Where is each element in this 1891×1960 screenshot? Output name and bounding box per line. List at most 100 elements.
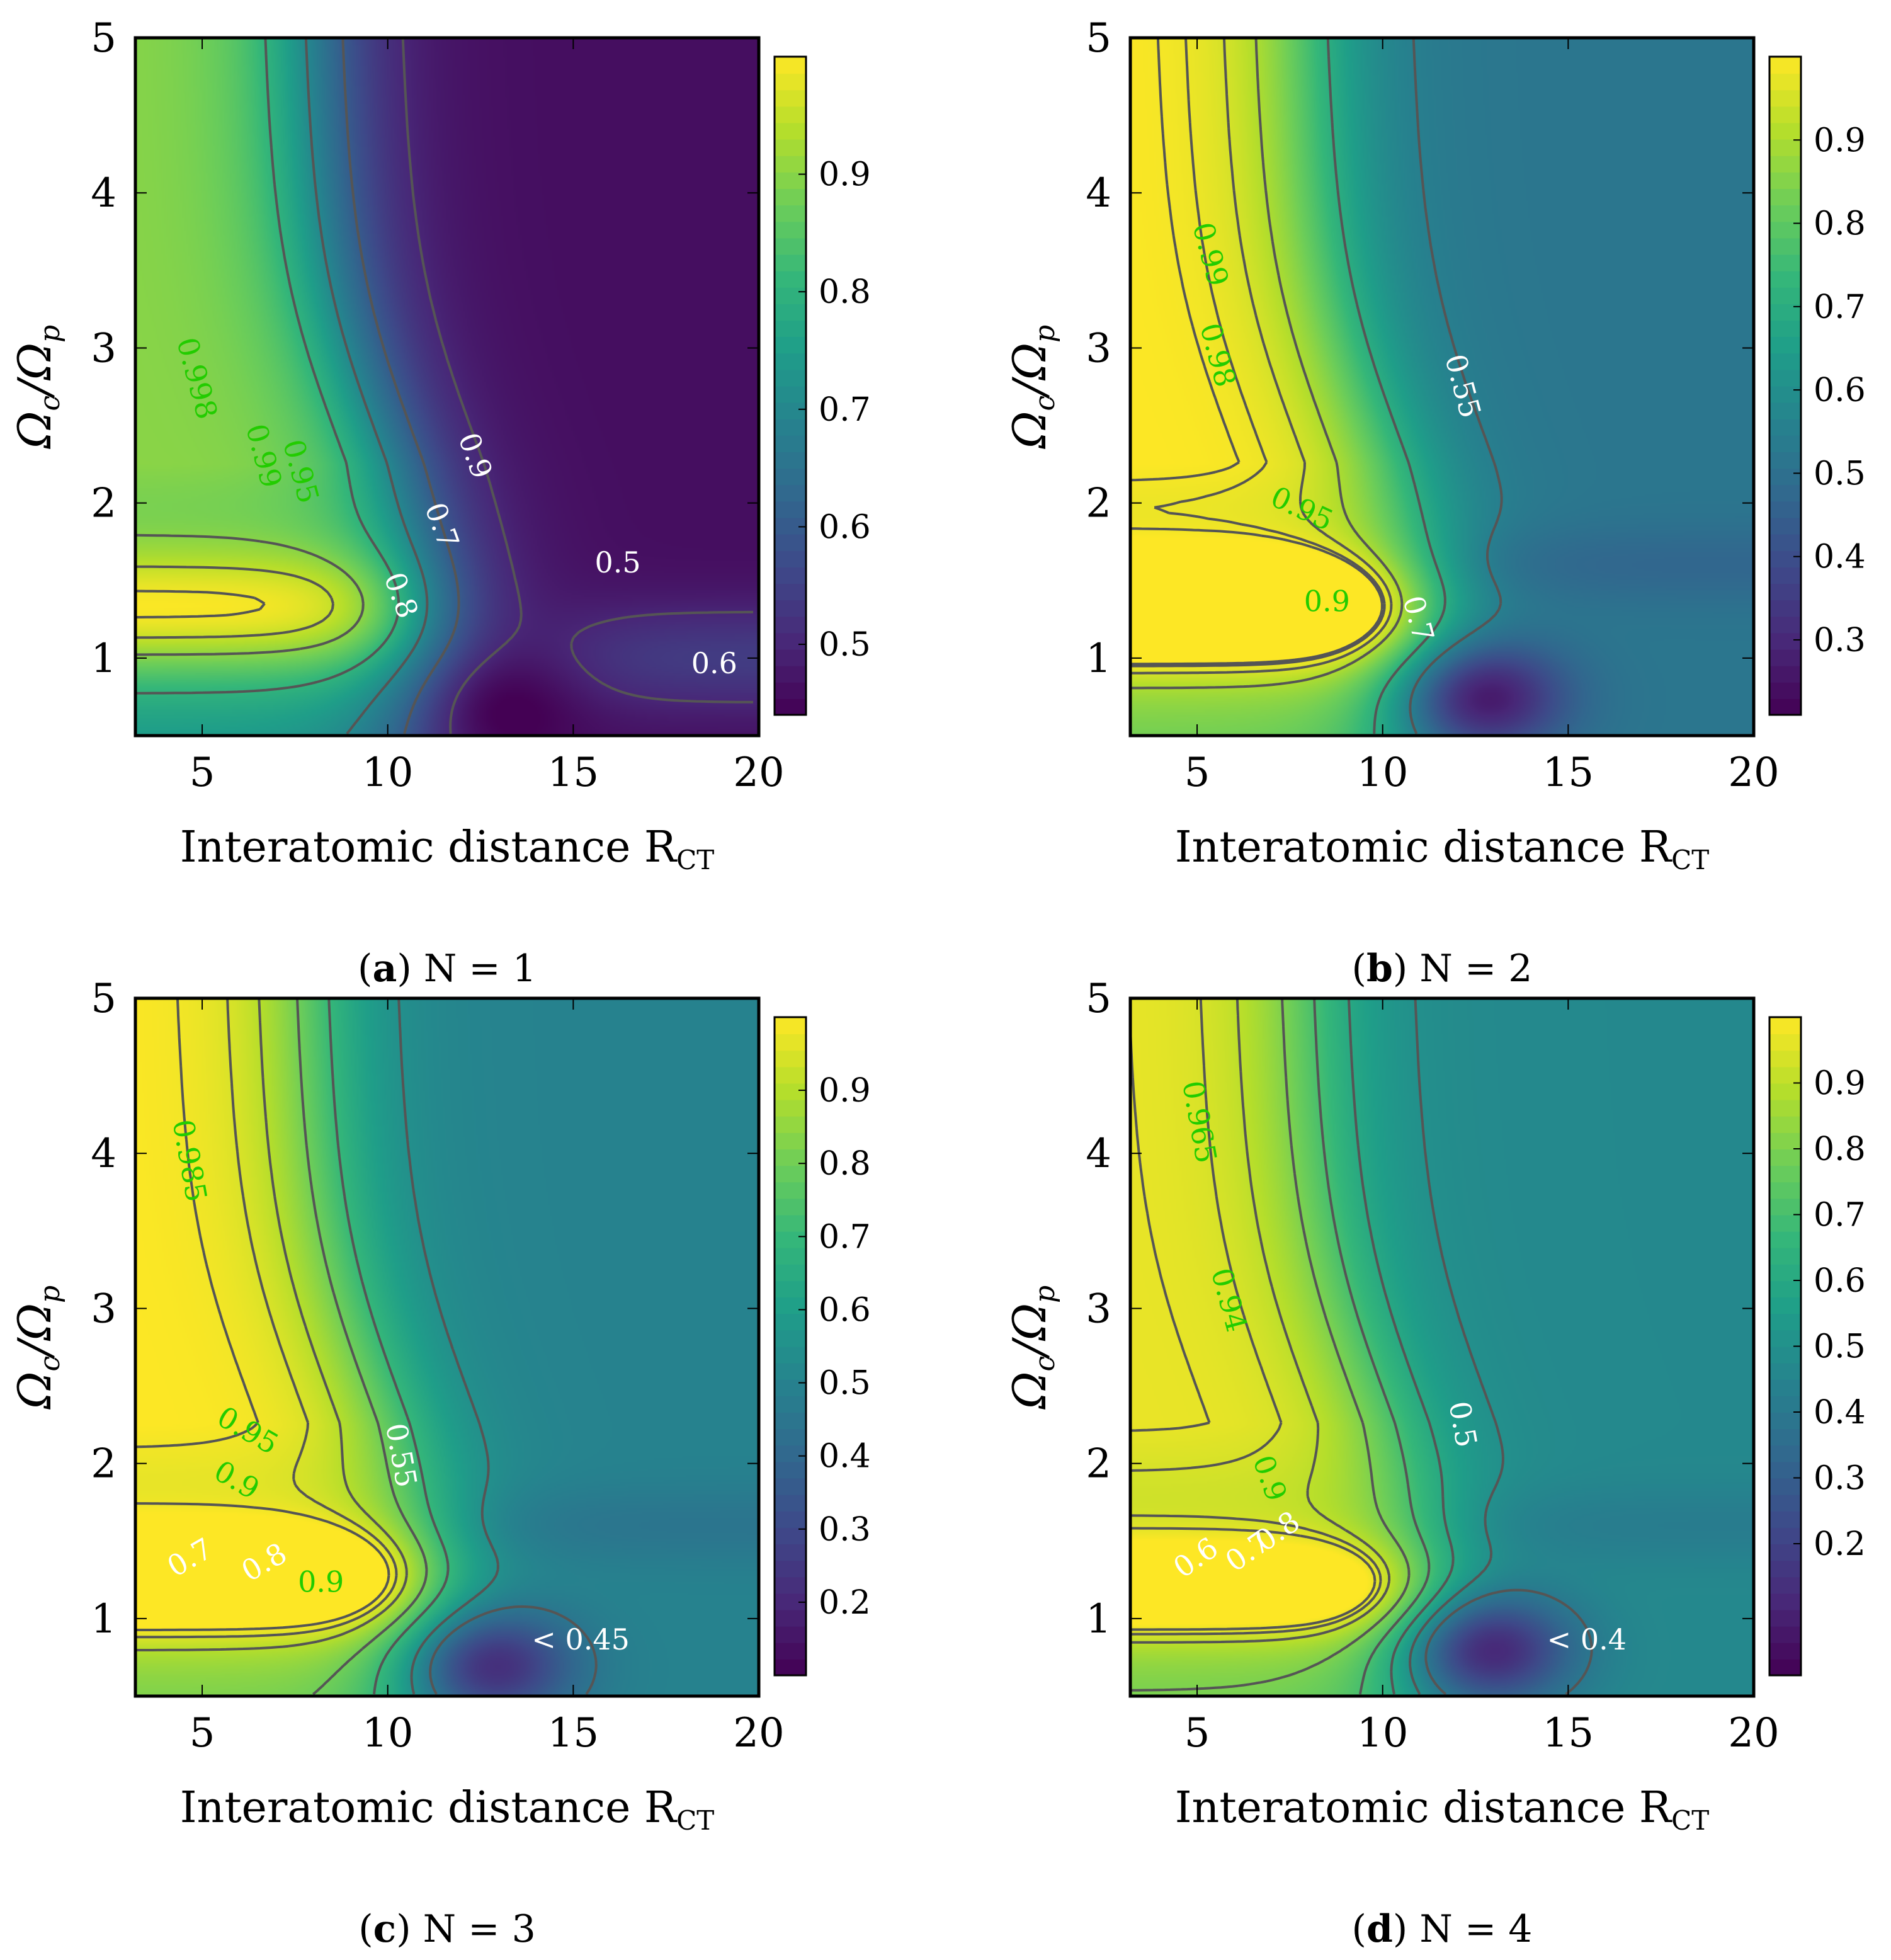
y-tick-label: 2 <box>1086 481 1111 527</box>
colorbar-segment <box>775 155 806 173</box>
colorbar-segment <box>1769 583 1801 601</box>
plot-frame <box>133 36 761 738</box>
x-tick-label: 15 <box>1543 749 1594 796</box>
colorbar-segment <box>1769 73 1801 91</box>
colorbar-frame <box>773 55 807 716</box>
y-tick-label: 5 <box>91 976 116 1022</box>
colorbar-segment <box>1769 649 1801 666</box>
colorbar-segment <box>775 1017 806 1035</box>
colorbar-tick-label: 0.9 <box>1814 122 1866 159</box>
colorbar-segment <box>775 1494 806 1512</box>
colorbar-segment <box>775 287 806 304</box>
heatmap-image <box>1130 998 1754 1696</box>
colorbar-segment <box>1769 1099 1801 1117</box>
colorbar-segment <box>775 1362 806 1380</box>
contour-line-0.7 <box>1313 998 1431 1695</box>
colorbar-segment <box>775 1445 806 1462</box>
contour-line-0.95 <box>135 565 334 639</box>
colorbar-segment <box>1769 501 1801 518</box>
colorbar-segment <box>1769 435 1801 452</box>
colorbar-segment <box>1769 1626 1801 1643</box>
y-tick-label: 3 <box>1086 325 1111 372</box>
colorbar-segment <box>1769 681 1801 699</box>
plot-frame <box>133 996 761 1698</box>
colorbar-segment <box>775 583 806 601</box>
colorbar-segment <box>775 616 806 634</box>
contour-line-0.6 <box>1347 998 1455 1695</box>
colorbar-segment <box>1769 155 1801 173</box>
colorbar-segment <box>775 336 806 354</box>
contour-line-0.8 <box>296 998 428 1695</box>
colorbar-segment <box>1769 1017 1801 1035</box>
colorbar-segment <box>775 89 806 107</box>
colorbar-segment <box>775 1313 806 1331</box>
x-tick-label: 5 <box>1184 1710 1210 1757</box>
heatmap-image <box>1130 38 1754 736</box>
colorbar-segment <box>1769 1034 1801 1051</box>
colorbar-segment <box>1769 1083 1801 1100</box>
contour-label: 0.9 <box>1304 584 1350 618</box>
colorbar-segment <box>1769 1247 1801 1265</box>
colorbar-tick-label: 0.8 <box>1814 1131 1866 1168</box>
colorbar-segment <box>1769 1428 1801 1446</box>
y-tick-label: 3 <box>91 325 116 372</box>
colorbar-segment <box>1769 632 1801 650</box>
panel-d: 5 10 15 20 1 2 3 4 5 Interatomic distance RCT Ωc/Ω… <box>1003 976 1866 1951</box>
colorbar-tick-label: 0.3 <box>819 1511 871 1549</box>
colorbar-segment <box>1769 1510 1801 1528</box>
y-tick-label: 4 <box>1086 170 1111 217</box>
colorbar-segment <box>1769 1165 1801 1183</box>
colorbar-segment <box>775 106 806 123</box>
colorbar-segment <box>775 452 806 469</box>
contour-label: 0.5 <box>594 545 640 579</box>
contour-line-0.7 <box>304 37 429 735</box>
colorbar-segment <box>775 188 806 206</box>
colorbar-segment <box>775 1527 806 1544</box>
colorbar-segment <box>1769 1115 1801 1133</box>
colorbar-segment <box>775 681 806 699</box>
colorbar-segment <box>1769 1544 1801 1561</box>
colorbar-tick-label: 0.5 <box>1814 455 1866 493</box>
colorbar-segment <box>775 254 806 271</box>
colorbar-segment <box>775 550 806 567</box>
panel-b: 5 10 15 20 1 2 3 4 5 Interatomic distance RCT Ωc/Ω… <box>1003 15 1866 991</box>
colorbar-segment <box>1769 1297 1801 1314</box>
colorbar-segment <box>1769 270 1801 288</box>
colorbar-segment <box>1769 221 1801 239</box>
y-axis-label: Ωc/Ωp <box>1003 1285 1061 1410</box>
contour-line-0.8 <box>135 37 400 695</box>
colorbar-segment <box>775 533 806 551</box>
colorbar-segment <box>1769 1280 1801 1298</box>
colorbar-segment <box>775 517 806 535</box>
colorbar-segment <box>775 468 806 486</box>
plot-frame <box>1128 996 1756 1698</box>
panel-caption: (c) N = 3 <box>358 1907 536 1951</box>
colorbar-segment <box>1769 336 1801 354</box>
panel-caption: (d) N = 4 <box>1352 1907 1533 1951</box>
colorbar-tick-label: 0.7 <box>1814 1197 1866 1234</box>
contour-label: 0.6 <box>691 646 737 680</box>
y-tick-label: 2 <box>91 481 116 527</box>
colorbar-segment <box>775 1626 806 1643</box>
colorbar-segment <box>775 353 806 370</box>
colorbar-segment <box>775 1658 806 1676</box>
colorbar-segment <box>775 1412 806 1430</box>
x-axis-label: Interatomic distance RCT <box>1175 1783 1710 1836</box>
colorbar-segment <box>775 435 806 452</box>
colorbar-segment <box>775 1642 806 1660</box>
colorbar-segment <box>775 1379 806 1396</box>
colorbar-segment <box>1769 1560 1801 1578</box>
y-tick-label: 2 <box>91 1441 116 1488</box>
colorbar-segment <box>775 1231 806 1248</box>
colorbar-segment <box>1769 385 1801 403</box>
colorbar-segment <box>1769 237 1801 255</box>
contour-line-0.9 <box>1130 37 1404 690</box>
colorbar-segment <box>775 320 806 338</box>
x-axis-label: Interatomic distance RCT <box>1175 823 1710 875</box>
contour-line-0.55 <box>1409 37 1503 734</box>
colorbar-segment <box>775 1182 806 1199</box>
colorbar-segment <box>775 1428 806 1446</box>
colorbar-frame <box>773 1016 807 1677</box>
colorbar-tick-label: 0.9 <box>1814 1065 1866 1103</box>
contour-label: 0.9 <box>298 1565 344 1599</box>
